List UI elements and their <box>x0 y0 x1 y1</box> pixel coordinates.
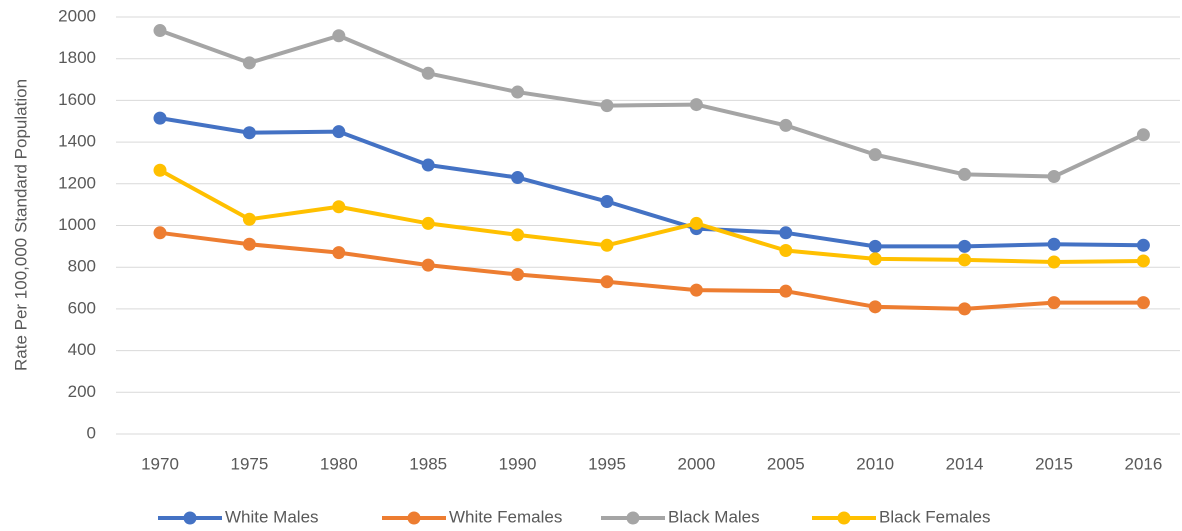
data-point <box>242 56 256 70</box>
legend-label: Black Females <box>879 507 990 526</box>
data-point <box>511 85 525 99</box>
data-point <box>779 118 793 132</box>
x-tick-label: 2010 <box>856 454 894 473</box>
data-point <box>600 99 614 113</box>
data-point <box>1047 170 1061 184</box>
legend-label: White Females <box>449 507 562 526</box>
data-point <box>153 24 167 38</box>
data-point <box>779 284 793 298</box>
y-tick-label: 800 <box>68 257 96 276</box>
data-point <box>689 216 703 230</box>
data-point <box>779 244 793 258</box>
y-tick-label: 1600 <box>58 90 96 109</box>
x-tick-label: 1990 <box>499 454 537 473</box>
data-point <box>153 111 167 125</box>
data-point <box>689 283 703 297</box>
data-point <box>332 29 346 43</box>
x-tick-label: 1980 <box>320 454 358 473</box>
data-point <box>153 163 167 177</box>
data-point <box>1136 128 1150 142</box>
data-point <box>332 246 346 260</box>
x-tick-label: 1985 <box>409 454 447 473</box>
data-point <box>1047 255 1061 269</box>
x-tick-label: 2015 <box>1035 454 1073 473</box>
y-tick-label: 1800 <box>58 48 96 67</box>
x-tick-label: 1970 <box>141 454 179 473</box>
data-point <box>511 228 525 242</box>
legend-marker <box>183 511 197 525</box>
data-point <box>332 125 346 139</box>
data-point <box>868 300 882 314</box>
x-tick-label: 2016 <box>1124 454 1162 473</box>
y-tick-label: 0 <box>87 423 96 442</box>
legend-marker <box>626 511 640 525</box>
data-point <box>421 258 435 272</box>
series-line <box>159 168 1144 264</box>
data-point <box>332 200 346 214</box>
data-point <box>958 239 972 253</box>
y-tick-label: 200 <box>68 382 96 401</box>
data-point <box>958 253 972 267</box>
data-point <box>868 252 882 266</box>
data-point <box>153 226 167 240</box>
data-point <box>421 66 435 80</box>
data-point <box>1136 296 1150 310</box>
series-line <box>159 116 1144 249</box>
y-tick-label: 1000 <box>58 215 96 234</box>
y-tick-label: 1400 <box>58 132 96 151</box>
data-point <box>242 126 256 140</box>
data-point <box>421 216 435 230</box>
x-tick-label: 2005 <box>767 454 805 473</box>
legend-marker <box>837 511 851 525</box>
data-point <box>1047 237 1061 251</box>
data-point <box>958 167 972 181</box>
data-point <box>1136 254 1150 268</box>
data-point <box>600 275 614 289</box>
series-line <box>159 230 1144 311</box>
data-point <box>689 98 703 112</box>
legend-label: Black Males <box>668 507 760 526</box>
x-tick-label: 1975 <box>230 454 268 473</box>
x-tick-label: 2000 <box>677 454 715 473</box>
legend-label: White Males <box>225 507 319 526</box>
series-line <box>159 28 1145 179</box>
x-tick-label: 1995 <box>588 454 626 473</box>
data-point <box>421 158 435 172</box>
data-point <box>242 212 256 226</box>
data-point <box>1136 238 1150 252</box>
data-point <box>1047 296 1061 310</box>
data-point <box>600 238 614 252</box>
y-tick-label: 1200 <box>58 173 96 192</box>
data-point <box>511 171 525 185</box>
y-tick-label: 600 <box>68 298 96 317</box>
data-point <box>868 239 882 253</box>
legend-marker <box>407 511 421 525</box>
y-axis-label: Rate Per 100,000 Standard Population <box>11 79 30 371</box>
data-point <box>600 195 614 209</box>
data-point <box>242 237 256 251</box>
data-point <box>958 302 972 316</box>
x-tick-label: 2014 <box>946 454 984 473</box>
data-point <box>779 226 793 240</box>
data-point <box>868 148 882 162</box>
y-tick-label: 2000 <box>58 6 96 25</box>
y-tick-label: 400 <box>68 340 96 359</box>
data-point <box>511 267 525 281</box>
